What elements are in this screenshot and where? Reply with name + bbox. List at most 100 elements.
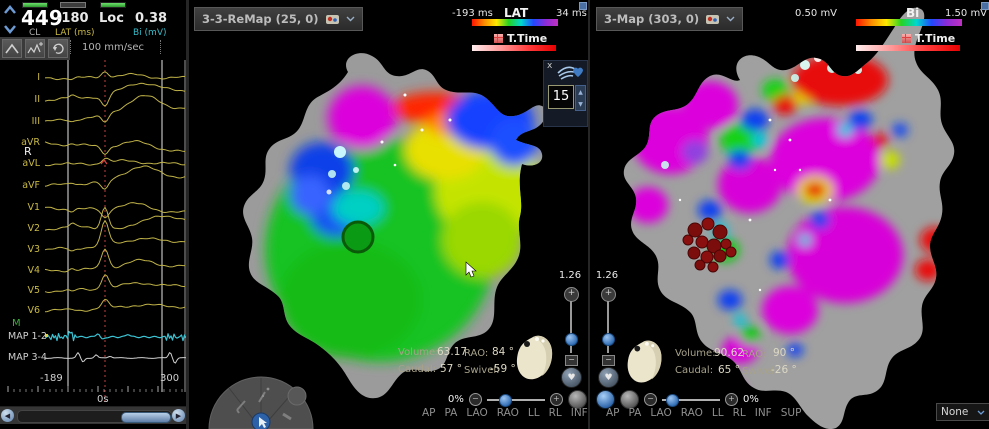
- orientation-button-ap[interactable]: AP: [422, 407, 436, 419]
- points-count-spinner[interactable]: ▲ ▼: [575, 85, 586, 111]
- winged-heart-icon[interactable]: [556, 64, 584, 81]
- swivel-label: Swivel:: [464, 365, 500, 376]
- heart-orientation-icon[interactable]: [513, 333, 557, 385]
- ecg-toolbar: [0, 37, 70, 60]
- r-marker-label: R: [24, 145, 32, 158]
- volume-label: Volume:: [675, 348, 716, 359]
- scroll-left-button[interactable]: ◀: [1, 409, 14, 422]
- zoom-in-button[interactable]: +: [564, 287, 579, 302]
- opacity-plus-button[interactable]: +: [725, 393, 738, 406]
- orientation-button-ll[interactable]: LL: [711, 407, 724, 419]
- map-title-bar[interactable]: 3-3-ReMap (25, 0): [194, 7, 363, 31]
- scroll-right-button[interactable]: ▶: [172, 409, 185, 422]
- r-peak-annotation: [100, 158, 108, 165]
- orientation-button-rao[interactable]: RAO: [496, 407, 519, 419]
- map-signal-marker: [45, 334, 48, 337]
- caliper-tool-button[interactable]: [2, 39, 22, 58]
- zoom-value: 1.26: [595, 270, 619, 281]
- ecg-trace: [44, 220, 186, 252]
- heart-view-button[interactable]: ♥: [561, 367, 582, 388]
- rao-value: 84 °: [492, 346, 514, 358]
- signal-peaks-plus-icon: [27, 42, 43, 54]
- heart-orientation-icon[interactable]: [623, 338, 667, 388]
- sync-tool-button[interactable]: [48, 39, 68, 58]
- chevron-down-icon[interactable]: [346, 16, 355, 22]
- orientation-button-pa[interactable]: PA: [444, 407, 458, 419]
- ecg-panel: 449 -180 Loc 0.38 CL LAT (ms) Bi (mV) 10…: [0, 0, 186, 429]
- bi-color-scale-bar[interactable]: [856, 19, 962, 26]
- ecg-trace-viewport[interactable]: [0, 60, 186, 404]
- zoom-out-button[interactable]: −: [565, 355, 578, 366]
- zoom-slider-thumb[interactable]: [565, 333, 578, 346]
- opacity-value: 0%: [448, 394, 464, 405]
- ttime-scale-bar[interactable]: [856, 45, 960, 51]
- scrollbar-track[interactable]: [17, 410, 172, 423]
- ecg-trace: [44, 71, 186, 81]
- chevron-down-icon[interactable]: [3, 24, 17, 34]
- opacity-plus-button[interactable]: +: [549, 393, 563, 406]
- lead-label-ii: II: [34, 94, 40, 105]
- ttime-row: T.Time: [902, 32, 955, 45]
- map-type-icon: [325, 15, 339, 24]
- heart-view-button[interactable]: ♥: [598, 367, 619, 388]
- chevron-down-icon[interactable]: [726, 16, 735, 22]
- orientation-button-lao[interactable]: LAO: [466, 407, 488, 419]
- dropdown-value: None: [941, 406, 969, 418]
- zoom-out-button[interactable]: −: [602, 355, 615, 366]
- rao-label: RAO:: [742, 349, 767, 360]
- map-title-bar[interactable]: 3-Map (303, 0): [596, 7, 744, 31]
- trackball-button[interactable]: [620, 390, 639, 409]
- orientation-button-rl[interactable]: RL: [548, 407, 562, 419]
- zoom-in-button[interactable]: +: [601, 287, 616, 302]
- zoom-value: 1.26: [558, 270, 582, 281]
- ecg-scrollbar[interactable]: ◀ ▶: [0, 406, 186, 424]
- trackball-button[interactable]: [567, 390, 587, 409]
- add-point-tool-button[interactable]: [25, 39, 45, 58]
- lat-color-scale-bar[interactable]: [472, 19, 558, 26]
- chevron-up-icon[interactable]: [3, 5, 17, 15]
- orientation-button-rao[interactable]: RAO: [680, 407, 703, 419]
- sweep-ruler-right: [160, 40, 161, 54]
- navigation-wheel[interactable]: [207, 372, 315, 429]
- points-count-input[interactable]: 15: [548, 85, 574, 109]
- orientation-button-ll[interactable]: LL: [527, 407, 540, 419]
- zoom-slider-track[interactable]: [607, 301, 609, 353]
- lat-map-panel: 3-3-ReMap (25, 0) -193 ms LAT 34 ms T.Ti…: [190, 0, 588, 429]
- opacity-thumb[interactable]: [498, 393, 512, 407]
- rao-label: RAO:: [464, 348, 489, 359]
- axis-right-value: 300: [160, 373, 180, 384]
- orientation-button-inf[interactable]: INF: [754, 407, 772, 419]
- close-icon[interactable]: x: [547, 61, 553, 71]
- orientation-button-inf[interactable]: INF: [570, 407, 588, 419]
- cl-value: 449: [21, 6, 63, 30]
- caudal-value: 65 °: [718, 364, 740, 376]
- axis-zero-label: 0s: [97, 394, 109, 405]
- ecg-trace: [44, 95, 186, 123]
- orientation-button-pa[interactable]: PA: [628, 407, 642, 419]
- map-type-icon: [706, 15, 720, 24]
- reset-view-button[interactable]: [596, 390, 615, 409]
- scrollbar-thumb[interactable]: [121, 412, 171, 423]
- scale-name-label: LAT: [504, 6, 529, 20]
- lead-label-map-1-2: MAP 1-2: [8, 331, 47, 342]
- opacity-minus-button[interactable]: −: [468, 393, 482, 406]
- zoom-slider-thumb[interactable]: [602, 333, 615, 346]
- opacity-track[interactable]: [662, 393, 720, 407]
- opacity-thumb[interactable]: [666, 393, 679, 407]
- ttime-scale-bar[interactable]: [472, 45, 556, 51]
- orientation-button-sup[interactable]: SUP: [780, 407, 802, 419]
- bi-map-3d[interactable]: [590, 0, 989, 429]
- opacity-track[interactable]: [486, 393, 545, 407]
- orientation-button-ap[interactable]: AP: [606, 407, 620, 419]
- panel-corner-button[interactable]: [579, 2, 587, 10]
- orientation-button-lao[interactable]: LAO: [650, 407, 672, 419]
- ecg-trace: [44, 82, 186, 107]
- tags-dropdown[interactable]: None: [936, 403, 989, 421]
- lat-map-3d[interactable]: [190, 0, 588, 429]
- zoom-slider-track[interactable]: [570, 301, 572, 353]
- orientation-button-rl[interactable]: RL: [732, 407, 746, 419]
- panel-corner-button[interactable]: [981, 2, 989, 10]
- opacity-minus-button[interactable]: −: [644, 393, 657, 406]
- scale-min-label: 0.50 mV: [795, 8, 838, 19]
